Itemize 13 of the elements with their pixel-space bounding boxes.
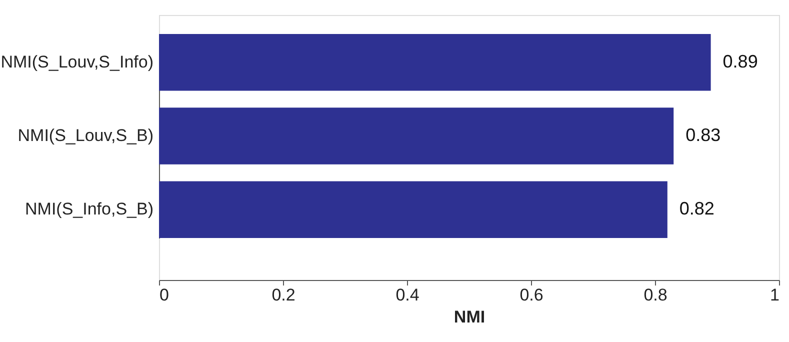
x-tick-label: 0.2 xyxy=(272,286,296,304)
x-tick-label: 1 xyxy=(770,286,780,304)
y-tick-label: NMI(S_Louv,S_Info) xyxy=(0,52,154,72)
x-tick-label: 0.8 xyxy=(644,286,668,304)
y-tick-label: NMI(S_Info,S_B) xyxy=(25,200,154,219)
x-tick-label: 0.4 xyxy=(396,286,420,304)
y-tick-label: NMI(S_Louv,S_B) xyxy=(18,126,154,145)
data-label: 0.89 xyxy=(722,51,758,72)
data-label: 0.82 xyxy=(679,198,714,219)
x-tick-label: 0.6 xyxy=(520,286,544,304)
data-label: 0.83 xyxy=(686,125,721,145)
x-axis-title: NMI xyxy=(454,308,486,326)
x-tick-label: 0 xyxy=(160,286,169,304)
